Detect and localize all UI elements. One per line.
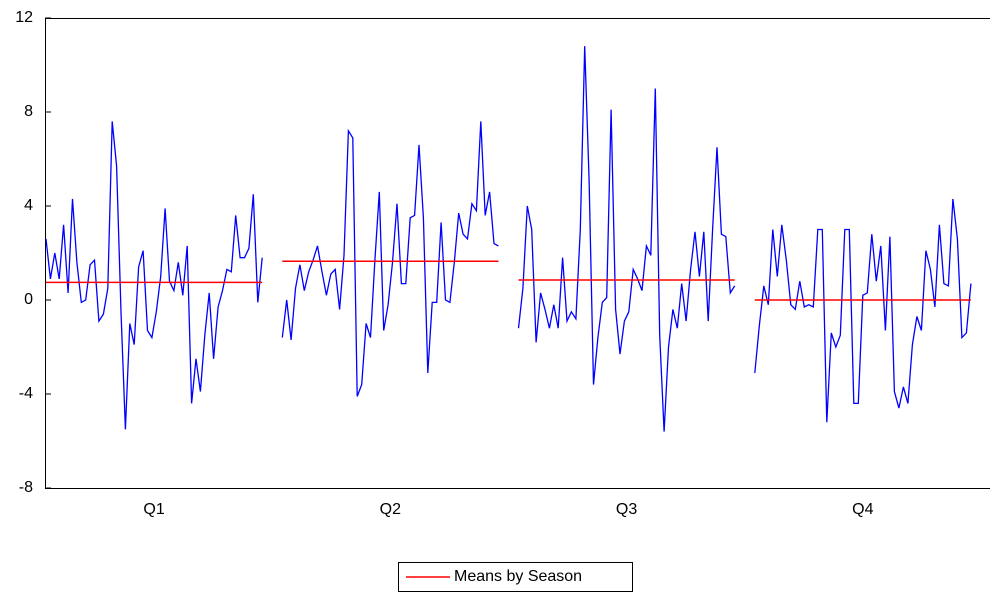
x-tick-label: Q3 bbox=[616, 501, 637, 518]
x-tick-label: Q4 bbox=[852, 501, 873, 518]
legend-box bbox=[398, 562, 633, 592]
y-tick-label: 8 bbox=[24, 103, 33, 120]
y-tick-label: 0 bbox=[24, 291, 33, 308]
legend-label: Means by Season bbox=[454, 568, 582, 585]
season-line bbox=[45, 121, 263, 430]
season-line bbox=[281, 121, 499, 397]
season-line bbox=[517, 46, 736, 432]
x-tick-label: Q2 bbox=[380, 501, 401, 518]
plot-frame bbox=[45, 18, 990, 489]
y-tick-label: -4 bbox=[19, 385, 33, 402]
x-tick-label: Q1 bbox=[143, 501, 164, 518]
y-tick-label: 4 bbox=[24, 197, 33, 214]
y-tick-label: -8 bbox=[19, 479, 33, 496]
y-tick-label: 12 bbox=[15, 9, 33, 26]
season-line bbox=[754, 198, 972, 423]
